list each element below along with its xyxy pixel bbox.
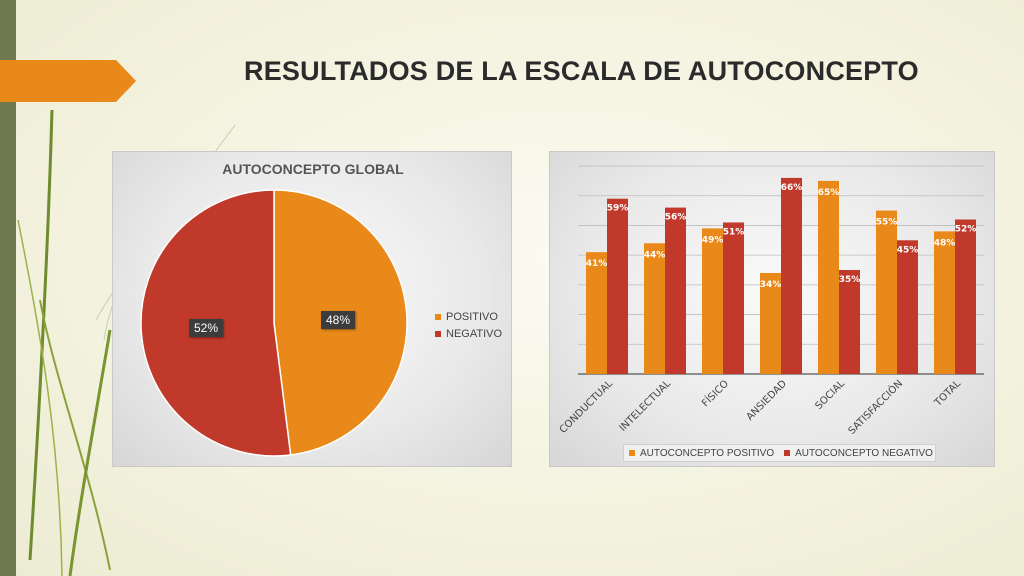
bar-positivo-4 — [818, 180, 839, 374]
legend-item-autoconcepto-positivo: AUTOCONCEPTO POSITIVO — [629, 448, 774, 459]
bar-negativo-3 — [781, 177, 802, 374]
legend-swatch-autoconcepto-positivo — [629, 450, 635, 456]
legend-swatch-positivo — [435, 313, 441, 320]
bar-category-label: SOCIAL — [813, 378, 847, 412]
pie-data-label-positivo: 48% — [321, 311, 356, 329]
bar-negativo-4 — [839, 270, 860, 374]
bar-positivo-5 — [876, 210, 897, 374]
legend-item-positivo: POSITIVO — [435, 308, 502, 325]
bar-category-label: FÍSICO — [699, 377, 732, 410]
pie-chart-title: AUTOCONCEPTO GLOBAL — [222, 161, 404, 177]
bar-category-label: INTELECTUAL — [618, 378, 674, 434]
accent-side-bar — [0, 0, 16, 576]
bar-negativo-1 — [665, 207, 686, 374]
bar-positivo-6 — [934, 231, 955, 374]
bar-data-label: 34% — [760, 280, 782, 290]
bar-data-label: 48% — [934, 238, 956, 248]
bar-data-label: 65% — [818, 188, 840, 198]
bar-negativo-2 — [723, 222, 744, 374]
bar-data-label: 59% — [607, 204, 629, 214]
bar-data-label: 44% — [644, 250, 666, 260]
legend-swatch-autoconcepto-negativo — [784, 450, 791, 456]
legend-item-negativo: NEGATIVO — [435, 325, 502, 342]
title-arrow-icon — [0, 60, 136, 102]
legend-label-autoconcepto-negativo: AUTOCONCEPTO NEGATIVO — [795, 447, 933, 459]
bar-data-label: 56% — [665, 213, 687, 223]
bar-category-label: SATISFACCIÓN — [845, 377, 905, 437]
bar-data-label: 52% — [955, 224, 977, 234]
pie-chart-panel: AUTOCONCEPTO GLOBAL 48% 52% POSITIVO NEG… — [112, 151, 512, 467]
pie-data-label-negativo: 52% — [189, 319, 224, 337]
legend-label-positivo: POSITIVO — [446, 310, 498, 323]
bar-data-label: 51% — [723, 227, 745, 237]
bar-positivo-0 — [586, 252, 607, 374]
bar-positivo-3 — [760, 272, 781, 374]
legend-label-negativo: NEGATIVO — [446, 327, 503, 340]
bar-negativo-5 — [897, 240, 918, 374]
slide-title: RESULTADOS DE LA ESCALA DE AUTOCONCEPTO — [244, 56, 919, 86]
bar-data-label: 35% — [839, 275, 861, 285]
bar-category-label: CONDUCTUAL — [558, 378, 616, 436]
bar-legend: AUTOCONCEPTO POSITIVO AUTOCONCEPTO NEGAT… — [623, 444, 936, 462]
pie-legend: POSITIVO NEGATIVO — [435, 308, 502, 342]
bar-chart: 41% 59% CONDUCTUAL 44% 56% INTELECTUAL 49%51% F… — [558, 165, 984, 437]
legend-item-autoconcepto-negativo: AUTOCONCEPTO NEGATIVO — [784, 448, 933, 459]
bar-positivo-1 — [644, 243, 665, 374]
legend-swatch-negativo — [435, 330, 441, 337]
bar-data-label: 55% — [876, 218, 898, 228]
bar-chart-panel: 41% 59% CONDUCTUAL 44% 56% INTELECTUAL 49% 51% F… — [549, 151, 995, 467]
bar-category-label: ANSIEDAD — [745, 378, 790, 423]
bar-data-label: 45% — [897, 245, 919, 255]
bar-positivo-2 — [702, 228, 723, 374]
bar-data-label: 49% — [702, 235, 724, 245]
bar-category-label: TOTAL — [932, 378, 963, 409]
bar-data-label: 41% — [586, 259, 608, 269]
bar-negativo-6 — [955, 219, 976, 374]
bar-negativo-0 — [607, 198, 628, 374]
legend-label-autoconcepto-positivo: AUTOCONCEPTO POSITIVO — [640, 447, 775, 459]
bar-data-label: 66% — [781, 183, 803, 193]
